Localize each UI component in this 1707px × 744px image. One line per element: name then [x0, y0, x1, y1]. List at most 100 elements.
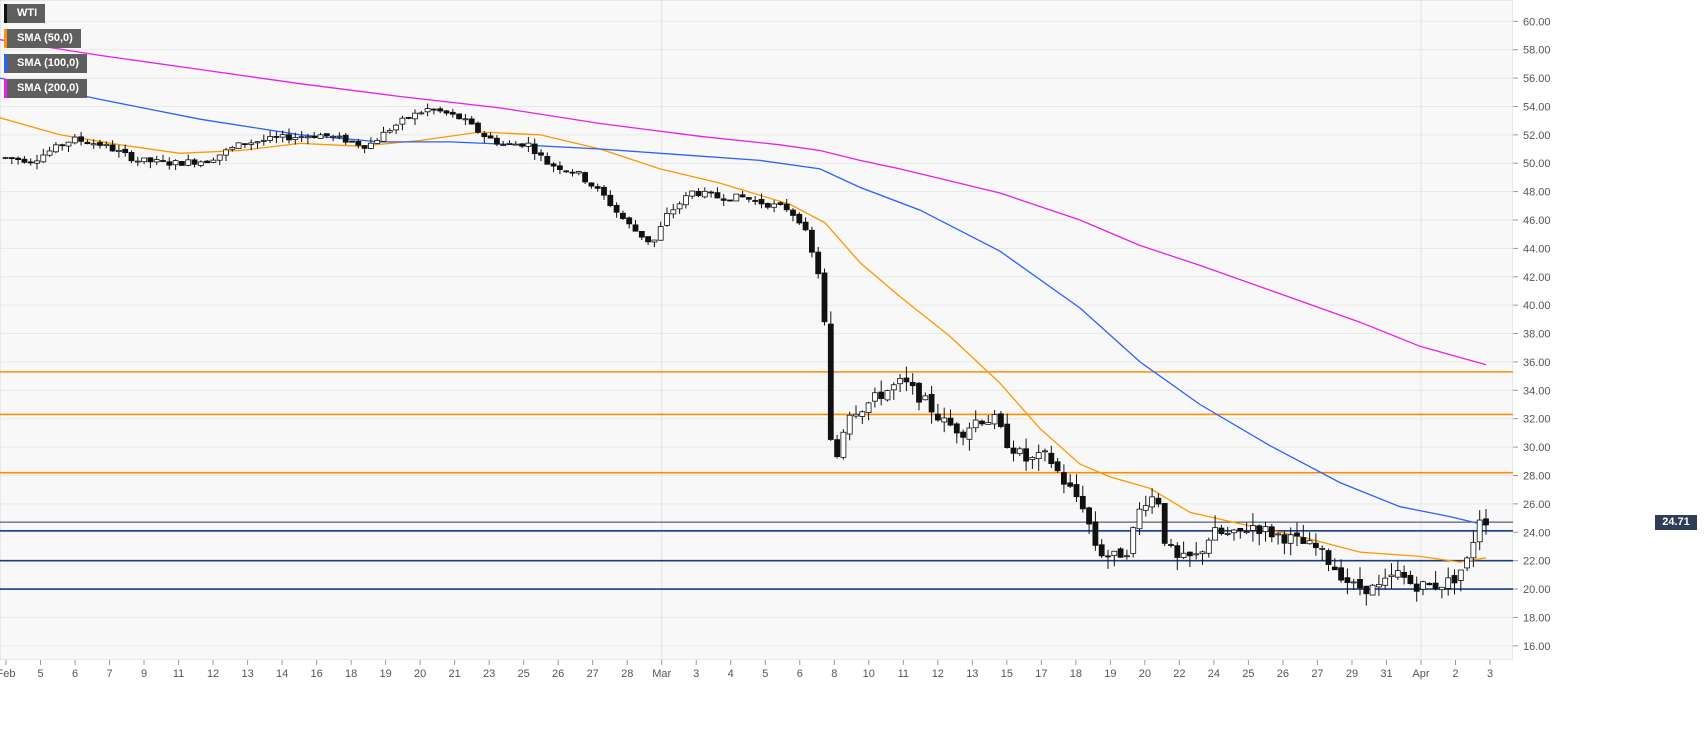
legend-item-sma-200[interactable]: SMA (200,0) [4, 79, 87, 98]
x-tick-label: 27 [1311, 668, 1323, 680]
candle-body [160, 160, 166, 162]
legend-swatch-wti [4, 4, 7, 23]
candle-body [582, 172, 588, 183]
candle-body [1180, 552, 1187, 558]
legend-item-sma-100[interactable]: SMA (100,0) [4, 54, 87, 73]
x-tick-label: 2 [1452, 668, 1458, 680]
x-tick-label: 20 [1139, 668, 1151, 680]
candle-body [1199, 551, 1206, 555]
y-tick-label: 22.00 [1523, 556, 1551, 568]
time-axis-area [0, 660, 1513, 744]
x-tick-label: 14 [276, 668, 288, 680]
candle-body [733, 193, 740, 202]
x-tick-label: 23 [483, 668, 495, 680]
candle-body [1483, 518, 1489, 526]
candle-body [531, 143, 538, 155]
candle-body [613, 204, 620, 213]
candle-body [103, 143, 110, 146]
x-tick-label: Feb [0, 668, 15, 680]
y-tick-label: 54.00 [1523, 101, 1551, 113]
candle-body [399, 117, 406, 125]
candle-body [65, 141, 72, 147]
candle-body [1363, 585, 1370, 595]
candle-body [1117, 548, 1124, 558]
candle-body [374, 139, 381, 144]
x-tick-label: 22 [1173, 668, 1185, 680]
candle-body [1086, 507, 1092, 525]
candle-body [626, 217, 633, 225]
candle-body [191, 159, 198, 165]
candle-body [147, 157, 154, 163]
candle-body [380, 131, 387, 142]
candle-body [512, 143, 519, 146]
legend-swatch-sma-50 [4, 29, 7, 48]
candle-body [1092, 521, 1099, 546]
x-tick-label: 6 [72, 668, 78, 680]
candle-body [317, 134, 324, 139]
legend-swatch-sma-200 [4, 79, 7, 98]
candle-body [1376, 584, 1382, 588]
candle-body [720, 198, 727, 201]
candle-body [241, 143, 248, 146]
candle-body [1357, 579, 1363, 589]
candle-body [462, 118, 469, 121]
candle-body [1111, 550, 1118, 557]
candle-body [1016, 448, 1023, 455]
candle-body [1130, 527, 1137, 554]
candle-body [790, 209, 796, 216]
candle-body [1218, 527, 1225, 535]
candle-body [890, 384, 897, 391]
x-tick-label: 20 [414, 668, 426, 680]
candle-body [122, 148, 129, 153]
candle-body [418, 112, 425, 115]
candle-body [1382, 577, 1389, 586]
candle-body [550, 163, 557, 167]
x-tick-label: 16 [310, 668, 322, 680]
candle-body [1445, 577, 1452, 589]
x-tick-label: 11 [898, 668, 909, 680]
candle-body [1331, 566, 1338, 571]
candle-body [97, 142, 103, 146]
candle-body [1281, 534, 1288, 544]
candle-body [1010, 447, 1017, 454]
candle-body [204, 160, 211, 164]
candle-body [449, 111, 456, 115]
x-tick-label: 11 [173, 668, 184, 680]
candle-body [676, 203, 683, 210]
candle-body [1155, 497, 1162, 505]
candle-body [21, 158, 28, 163]
x-tick-label: 13 [241, 668, 253, 680]
legend-item-sma-50[interactable]: SMA (50,0) [4, 29, 81, 48]
candle-body [960, 431, 966, 438]
candle-body [109, 144, 116, 152]
candle-body [1319, 547, 1326, 550]
x-tick-label: 10 [863, 668, 875, 680]
candle-body [273, 136, 280, 138]
y-tick-label: 56.00 [1523, 73, 1551, 85]
candle-body [651, 239, 658, 243]
x-tick-label: 3 [693, 668, 699, 680]
candle-body [1124, 555, 1130, 558]
legend-item-wti[interactable]: WTI [4, 4, 46, 23]
candle-body [210, 159, 217, 163]
candle-body [1035, 452, 1042, 459]
candle-body [557, 165, 563, 171]
candle-body [46, 150, 53, 156]
candle-body [279, 134, 286, 138]
candle-body [493, 137, 500, 145]
x-tick-label: 8 [831, 668, 837, 680]
candle-body [972, 419, 979, 429]
candle-body [846, 414, 853, 435]
candle-body [34, 160, 40, 164]
candle-body [569, 171, 576, 174]
candle-body [172, 160, 179, 166]
candle-body [998, 413, 1004, 427]
candle-body [1212, 527, 1218, 541]
candle-body [1420, 581, 1426, 590]
candle-body [487, 135, 494, 139]
candle-body [1300, 537, 1307, 544]
candle-body [342, 134, 349, 143]
y-tick-label: 44.00 [1523, 243, 1551, 255]
plot-area [0, 0, 1514, 661]
